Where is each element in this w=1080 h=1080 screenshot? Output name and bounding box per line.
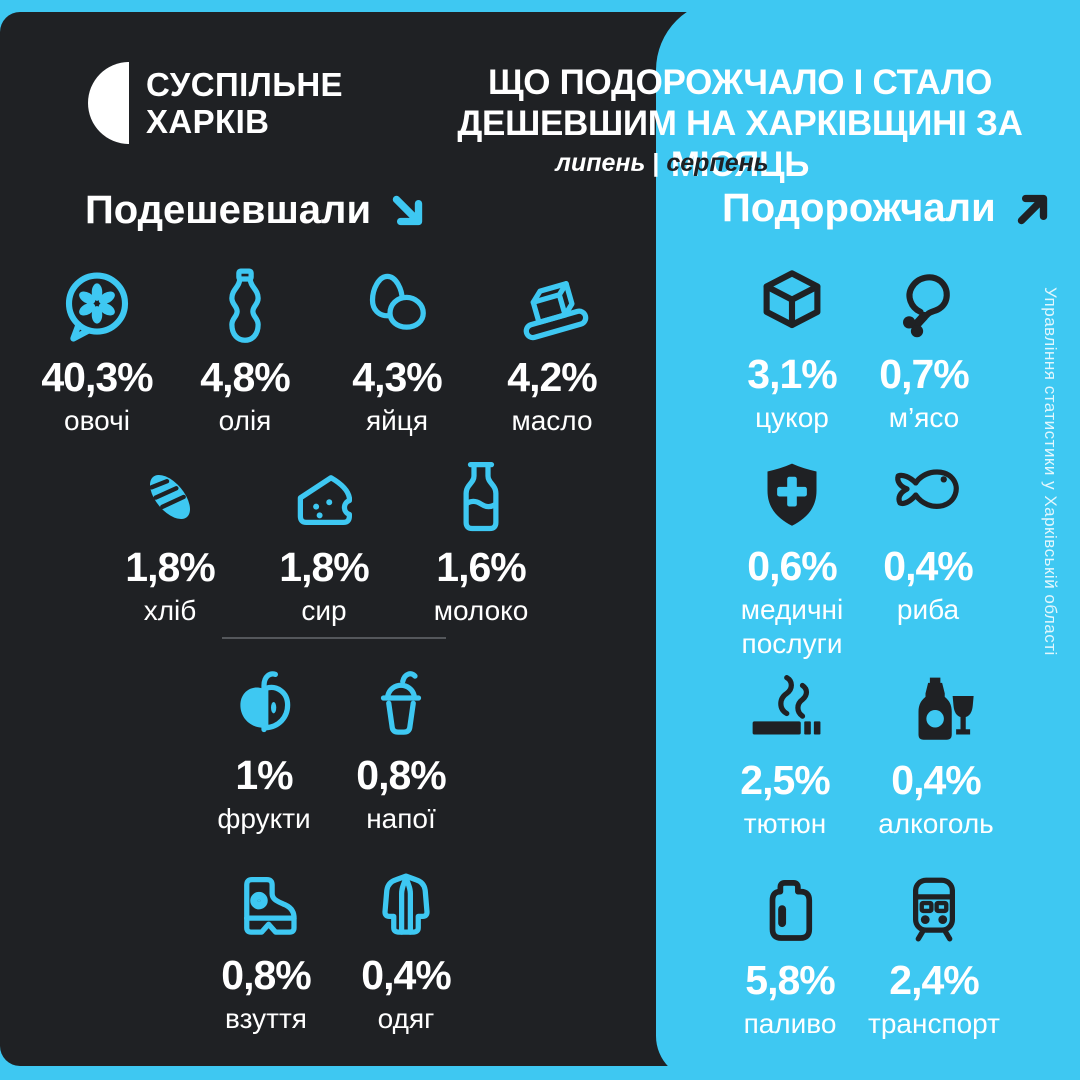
item-fruit: 1% фрукти (174, 661, 354, 836)
section-title-cheaper: Подешевшали (85, 188, 429, 233)
item-value: 0,4% (891, 757, 981, 803)
item-label: молоко (433, 595, 529, 626)
logo-line1: СУСПІЛЬНЕ (146, 66, 343, 103)
period-july: липень (555, 149, 646, 177)
logo-text: СУСПІЛЬНЕ ХАРКІВ (146, 66, 343, 140)
item-value: 0,4% (883, 543, 973, 589)
logo-line2: ХАРКІВ (146, 103, 270, 140)
item-value: 0,6% (747, 543, 837, 589)
item-label: м’ясо (888, 402, 960, 433)
fuel-icon (700, 866, 880, 954)
arrow-up-right-icon (1012, 188, 1054, 230)
milk-icon (391, 453, 571, 541)
clothing-icon (316, 861, 496, 949)
item-label: риба (896, 594, 960, 625)
item-bread: 1,8% хліб (80, 453, 260, 628)
bread-icon (80, 453, 260, 541)
meat-icon (834, 260, 1014, 348)
item-value: 4,3% (352, 354, 442, 400)
item-value: 1,8% (125, 544, 215, 590)
item-label: сир (301, 595, 347, 626)
item-transport: 2,4% транспорт (844, 866, 1024, 1041)
item-label: тютюн (743, 808, 827, 839)
divider-line (222, 637, 446, 639)
item-value: 0,4% (361, 952, 451, 998)
item-label: масло (511, 405, 593, 436)
item-value: 4,2% (507, 354, 597, 400)
arrow-down-right-icon (387, 190, 429, 232)
eggs-icon (307, 263, 487, 351)
item-label: овочі (64, 405, 130, 436)
period-separator: | (652, 149, 660, 177)
item-label: напої (366, 803, 436, 834)
item-cheese: 1,8% сир (234, 453, 414, 628)
item-value: 4,8% (200, 354, 290, 400)
butter-icon (462, 263, 642, 351)
item-drinks: 0,8% напої (311, 661, 491, 836)
alcohol-icon (846, 666, 1026, 754)
item-value: 0,7% (879, 351, 969, 397)
item-value: 2,5% (740, 757, 830, 803)
item-label: транспорт (868, 1008, 1000, 1039)
item-fish: 0,4% риба (838, 452, 1018, 627)
item-label: медичні послуги (740, 594, 844, 659)
item-value: 1,8% (279, 544, 369, 590)
item-tobacco: 2,5% тютюн (695, 666, 875, 841)
item-value: 0,8% (356, 752, 446, 798)
item-value: 2,4% (889, 957, 979, 1003)
item-label: цукор (755, 402, 829, 433)
period-label: липень | серпень (422, 149, 902, 178)
item-sugar: 3,1% цукор (702, 260, 882, 435)
item-clothing: 0,4% одяг (316, 861, 496, 1036)
item-value: 0,8% (221, 952, 311, 998)
tobacco-icon (695, 666, 875, 754)
item-label: хліб (143, 595, 197, 626)
item-label: олія (218, 405, 272, 436)
shoes-icon (176, 861, 356, 949)
cyan-panel (656, 0, 1080, 1080)
fish-icon (838, 452, 1018, 540)
vegetables-icon (7, 263, 187, 351)
transport-icon (844, 866, 1024, 954)
item-eggs: 4,3% яйця (307, 263, 487, 438)
item-meat: 0,7% м’ясо (834, 260, 1014, 435)
sugar-icon (702, 260, 882, 348)
oil-icon (155, 263, 335, 351)
item-shoes: 0,8% взуття (176, 861, 356, 1036)
item-value: 1,6% (436, 544, 526, 590)
item-label: фрукти (217, 803, 311, 834)
drinks-icon (311, 661, 491, 749)
section-title-expensive: Подорожчали (722, 186, 1054, 231)
cheaper-title-text: Подешевшали (85, 188, 372, 232)
item-medical: 0,6% медичні послуги (702, 452, 882, 661)
item-vegetables: 40,3% овочі (7, 263, 187, 438)
page-title: ЩО ПОДОРОЖЧАЛО І СТАЛО ДЕШЕВШИМ НА ХАРКІ… (440, 62, 1040, 185)
item-butter: 4,2% масло (462, 263, 642, 438)
medical-icon (702, 452, 882, 540)
fruit-icon (174, 661, 354, 749)
item-label: алкоголь (878, 808, 994, 839)
item-alcohol: 0,4% алкоголь (846, 666, 1026, 841)
item-oil: 4,8% олія (155, 263, 335, 438)
item-label: паливо (743, 1008, 837, 1039)
suspilne-logo: СУСПІЛЬНЕ ХАРКІВ (88, 62, 343, 144)
item-label: одяг (377, 1003, 435, 1034)
item-milk: 1,6% молоко (391, 453, 571, 628)
suspilne-half-circle-icon (88, 62, 129, 144)
item-value: 1% (235, 752, 293, 798)
item-value: 40,3% (41, 354, 153, 400)
item-label: взуття (225, 1003, 307, 1034)
title-line2: ДЕШЕВШИМ НА ХАРКІВЩИНІ ЗА МІСЯЦЬ (457, 104, 1023, 184)
title-line1: ЩО ПОДОРОЖЧАЛО І СТАЛО (487, 63, 993, 102)
item-label: яйця (365, 405, 428, 436)
period-august: серпень (666, 149, 769, 177)
item-fuel: 5,8% паливо (700, 866, 880, 1041)
item-value: 5,8% (745, 957, 835, 1003)
expensive-title-text: Подорожчали (722, 186, 996, 230)
item-value: 3,1% (747, 351, 837, 397)
cheese-icon (234, 453, 414, 541)
source-note: Управління статистики у Харківській обла… (1041, 287, 1060, 656)
